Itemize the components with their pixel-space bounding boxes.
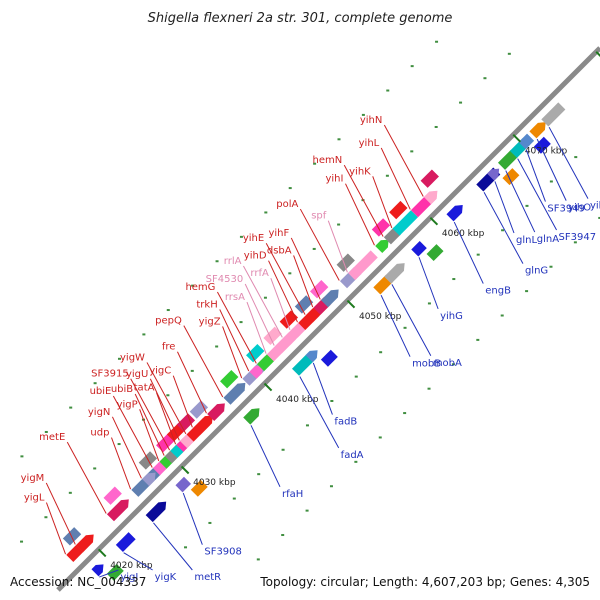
gene-label-bottom: fadA — [341, 450, 364, 461]
gene-label-top: rrlA — [224, 256, 242, 267]
gene-label-bottom: rfaH — [282, 489, 303, 500]
gene-label-top: yihI — [325, 174, 343, 185]
gene-label-top: yigZ — [199, 316, 221, 327]
kbp-tick-label: 4040 kbp — [276, 395, 319, 405]
map-title: Shigella flexneri 2a str. 301, complete … — [148, 11, 453, 26]
gene-label-top: tatA — [134, 383, 155, 394]
gene-label-top: spf — [311, 211, 327, 222]
kbp-tick-label: 4030 kbp — [193, 478, 236, 488]
gene-label-top: polA — [276, 199, 298, 210]
accession-text: Accession: NC_004337 — [10, 575, 146, 589]
gene-label-top: yigU — [126, 369, 148, 380]
gene-label-bottom: yigI — [120, 572, 138, 583]
guide-dots — [20, 40, 600, 561]
gene-label-top: yihK — [349, 166, 371, 177]
kbp-tick-label: 4070 kbp — [525, 146, 568, 156]
kbp-tick-label: 4050 kbp — [359, 312, 402, 322]
topology-text: Topology: circular; Length: 4,607,203 bp… — [259, 575, 590, 589]
gene-label-top: yigN — [88, 407, 111, 418]
gene-label-bottom: glnG — [525, 266, 548, 277]
gene-label-top: rrsA — [225, 292, 245, 303]
gene-label-bottom: metR — [194, 572, 221, 583]
gene-label-top: fre — [162, 342, 176, 353]
gene-label-top: yihE — [243, 233, 264, 244]
kbp-ticks: 4020 kbp 4030 kbp 4040 kbp 4050 kbp 4060 kbp… — [97, 51, 600, 571]
gene-label-top: yihL — [359, 138, 380, 149]
gene-label-bottom: SF3908 — [204, 547, 242, 558]
gene-label-top: yihF — [268, 228, 289, 239]
gene-label-top: metE — [39, 432, 65, 443]
gene-label-top: rrfA — [250, 268, 269, 279]
kbp-tick-label: 4060 kbp — [442, 229, 485, 239]
gene-label-bottom: engB — [485, 286, 511, 297]
gene-label-bottom: SF3949 — [547, 204, 585, 215]
gene-label-top: trkH — [196, 299, 217, 310]
gene-label-top: ubiE — [90, 386, 112, 397]
gene-label-top: hemN — [313, 155, 343, 166]
gene-labels: yigL yigM metE udp yigN ubiE yigP ubiB SF3915 tat… — [21, 115, 600, 583]
kbp-tick-label: 4020 kbp — [110, 561, 153, 571]
gene-label-bottom: glnL — [516, 235, 537, 246]
gene-label-bottom: yihG — [440, 311, 463, 322]
gene-label-bottom: glnA — [537, 234, 559, 245]
gene-label-bottom: mobB — [412, 359, 441, 370]
gene-label-bottom: SF3947 — [559, 232, 597, 243]
gene-label-top: yigP — [117, 399, 138, 410]
gene-label-top: SF4530 — [206, 274, 244, 285]
label-leaders — [45, 124, 589, 578]
gene-label-top: yihD — [244, 251, 267, 262]
gene-label-top: yigW — [120, 352, 145, 363]
gene-label-bottom: mobA — [433, 358, 462, 369]
genome-backbone — [56, 46, 600, 592]
gene-label-top: yihN — [360, 115, 383, 126]
gene-features — [62, 102, 566, 581]
gene-label-bottom: yihO — [568, 203, 591, 214]
gene-label-bottom: yigK — [155, 572, 177, 583]
gene-label-top: ubiB — [111, 384, 133, 395]
gene-label-top: dsbA — [267, 245, 292, 256]
gene-label-top: hemG — [185, 282, 215, 293]
gene-label-top: udp — [90, 428, 109, 439]
gene-label-bottom: yihQ — [590, 201, 600, 212]
gene-label-top: yigM — [21, 473, 45, 484]
gene-label-top: yigL — [24, 493, 45, 504]
gene-label-bottom: fadB — [334, 417, 357, 428]
gene-label-top: yigC — [149, 366, 171, 377]
gene-label-top: pepQ — [155, 316, 182, 327]
gene-label-top: SF3915 — [91, 369, 129, 380]
